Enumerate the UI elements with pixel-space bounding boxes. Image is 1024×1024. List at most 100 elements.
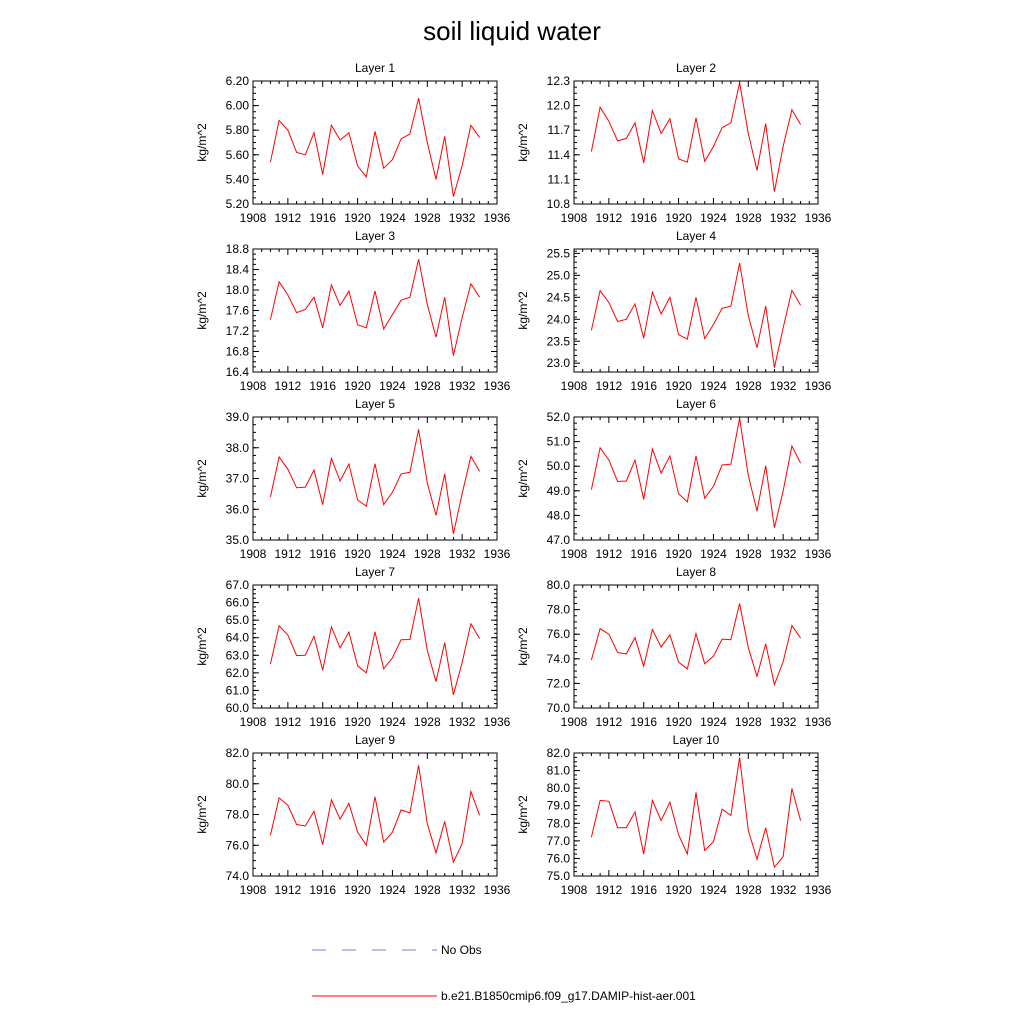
plot-frame [573,416,819,541]
y-tick-label: 5.80 [226,123,250,137]
y-tick-label: 24.0 [547,312,571,326]
panel-layer-1: Layer 1 1908 1912 1916 1920 1924 1928 1932 1936 5… [195,61,511,225]
y-axis-label: kg/m^2 [195,795,209,834]
y-tick-label: 18.8 [226,242,250,256]
x-tick-label: 1916 [630,715,657,729]
y-tick-label: 61.0 [226,683,250,697]
x-tick-label: 1936 [805,211,832,225]
x-tick-label: 1932 [770,211,797,225]
x-tick-label: 1920 [665,379,692,393]
x-tick-label: 1924 [700,883,727,897]
series-line [269,765,481,864]
series-line [590,82,802,192]
x-tick-label: 1932 [770,715,797,729]
x-tick-label: 1936 [805,379,832,393]
x-tick-label: 1920 [344,379,371,393]
y-tick-label: 48.0 [547,508,571,522]
x-tick-label: 1920 [665,547,692,561]
panel-layer-8: Layer 8 1908 1912 1916 1920 1924 1928 1932 1936 7… [516,565,832,729]
y-tick-label: 63.0 [226,648,250,662]
y-tick-label: 6.00 [226,99,250,113]
x-tick-label: 1924 [379,883,406,897]
y-axis-label: kg/m^2 [516,123,530,162]
y-tick-label: 74.0 [226,869,250,883]
y-tick-label: 76.0 [547,851,571,865]
y-tick-label: 18.4 [226,263,250,277]
panel-layer-10: Layer 10 1908 1912 1916 1920 1924 1928 1932 1936… [516,733,832,897]
x-tick-label: 1916 [309,547,336,561]
y-tick-label: 38.0 [226,441,250,455]
panel-title: Layer 10 [673,733,720,747]
series-line [590,757,802,869]
y-tick-label: 76.0 [547,627,571,641]
y-tick-label: 18.0 [226,283,250,297]
x-tick-label: 1932 [449,883,476,897]
y-tick-label: 12.0 [547,99,571,113]
y-tick-label: 80.0 [226,777,250,791]
legend: No Obs b.e21.B1850cmip6.f09_g17.DAMIP-hi… [312,943,696,1003]
y-tick-label: 62.0 [226,666,250,680]
y-axis-label: kg/m^2 [516,291,530,330]
x-tick-label: 1920 [665,883,692,897]
y-tick-label: 25.0 [547,268,571,282]
x-tick-label: 1908 [561,715,588,729]
series-line [269,98,481,197]
plot-frame [573,584,819,709]
x-tick-label: 1932 [449,715,476,729]
x-tick-label: 1920 [665,715,692,729]
x-tick-label: 1928 [735,379,762,393]
panel-layer-3: Layer 3 1908 1912 1916 1920 1924 1928 1932 1936 1… [195,229,511,393]
x-tick-label: 1912 [596,883,623,897]
panel-title: Layer 8 [676,565,716,579]
x-tick-label: 1936 [484,883,511,897]
y-tick-label: 17.2 [226,324,250,338]
x-tick-label: 1924 [700,211,727,225]
panel-layer-6: Layer 6 1908 1912 1916 1920 1924 1928 1932 1936 4… [516,397,832,561]
x-tick-label: 1912 [596,211,623,225]
plot-frame [252,416,498,541]
y-tick-label: 51.0 [547,435,571,449]
legend-label-no-obs: No Obs [441,943,482,957]
y-tick-label: 17.6 [226,304,250,318]
x-tick-label: 1916 [309,211,336,225]
x-tick-label: 1916 [630,883,657,897]
x-tick-label: 1928 [414,379,441,393]
x-tick-label: 1908 [240,883,267,897]
x-tick-label: 1912 [275,211,302,225]
series-line [269,259,481,356]
panel-title: Layer 2 [676,61,716,75]
y-tick-label: 80.0 [547,781,571,795]
panel-title: Layer 3 [355,229,395,243]
x-tick-label: 1920 [344,715,371,729]
x-tick-label: 1924 [700,379,727,393]
x-tick-label: 1916 [309,379,336,393]
x-tick-label: 1924 [700,547,727,561]
plot-frame [252,80,498,205]
y-tick-label: 35.0 [226,533,250,547]
panel-title: Layer 7 [355,565,395,579]
y-tick-label: 81.0 [547,764,571,778]
x-tick-label: 1916 [630,547,657,561]
x-tick-label: 1924 [379,379,406,393]
x-tick-label: 1912 [596,547,623,561]
x-tick-label: 1908 [240,211,267,225]
x-tick-label: 1936 [484,715,511,729]
series-line [269,598,481,695]
y-axis-label: kg/m^2 [195,459,209,498]
y-tick-label: 5.60 [226,148,250,162]
y-tick-label: 6.20 [226,74,250,88]
x-tick-label: 1916 [630,211,657,225]
x-tick-label: 1912 [596,379,623,393]
x-tick-label: 1928 [735,547,762,561]
y-tick-label: 25.5 [547,246,571,260]
y-tick-label: 24.5 [547,290,571,304]
y-axis-label: kg/m^2 [195,123,209,162]
panel-title: Layer 5 [355,397,395,411]
x-tick-label: 1928 [414,715,441,729]
panel-title: Layer 1 [355,61,395,75]
x-tick-label: 1928 [414,547,441,561]
x-tick-label: 1908 [240,379,267,393]
x-tick-label: 1932 [770,883,797,897]
x-tick-label: 1936 [484,547,511,561]
